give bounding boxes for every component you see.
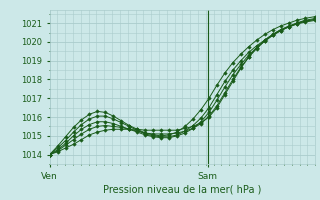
X-axis label: Pression niveau de la mer( hPa ): Pression niveau de la mer( hPa ) — [103, 185, 261, 195]
